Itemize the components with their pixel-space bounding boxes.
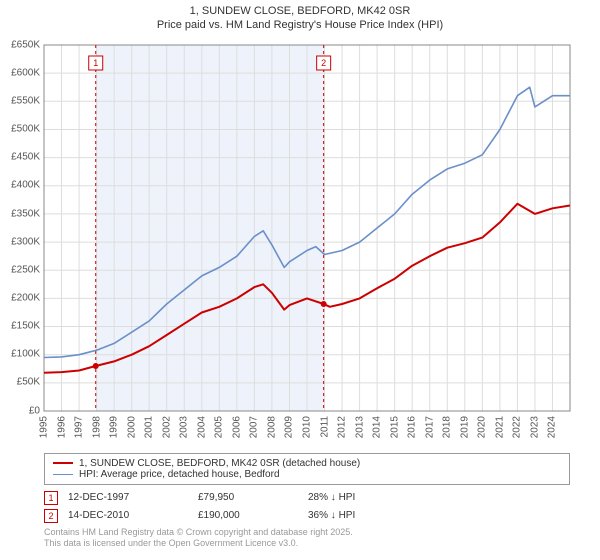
transaction-marker: 2 [44, 509, 58, 523]
transaction-row: 2 14-DEC-2010 £190,000 36% ↓ HPI [44, 509, 570, 523]
x-axis-tick-label: 2002 [161, 416, 172, 438]
x-axis-tick-label: 2016 [407, 416, 418, 438]
x-axis-tick-label: 2010 [302, 416, 313, 438]
transaction-price: £190,000 [198, 510, 298, 521]
svg-text:2: 2 [321, 58, 326, 68]
legend-item: 1, SUNDEW CLOSE, BEDFORD, MK42 0SR (deta… [53, 458, 561, 469]
x-axis-tick-label: 2019 [459, 416, 470, 438]
title-line-1: 1, SUNDEW CLOSE, BEDFORD, MK42 0SR [6, 4, 594, 18]
x-axis-tick-label: 1997 [74, 416, 85, 438]
transaction-price: £79,950 [198, 492, 298, 503]
transactions-table: 1 12-DEC-1997 £79,950 28% ↓ HPI 2 14-DEC-2010… [44, 491, 570, 523]
y-axis-tick-label: £200K [0, 292, 40, 303]
y-axis-tick-label: £600K [0, 67, 40, 78]
chart-area: 12 £0£50K£100K£150K£200K£250K£300K£350K£… [6, 39, 594, 449]
legend-swatch [53, 462, 73, 464]
x-axis-tick-label: 1995 [39, 416, 50, 438]
y-axis-tick-label: £250K [0, 264, 40, 275]
y-axis-tick-label: £650K [0, 39, 40, 50]
footnote: Contains HM Land Registry data © Crown c… [44, 527, 594, 550]
legend-label: HPI: Average price, detached house, Bedf… [79, 469, 280, 480]
x-axis-tick-label: 2005 [214, 416, 225, 438]
x-axis-tick-label: 2011 [319, 416, 330, 438]
x-axis-tick-label: 2022 [512, 416, 523, 438]
footnote-line-1: Contains HM Land Registry data © Crown c… [44, 527, 594, 539]
transaction-date: 14-DEC-2010 [68, 510, 188, 521]
y-axis-tick-label: £400K [0, 180, 40, 191]
x-axis-tick-label: 1998 [91, 416, 102, 438]
x-axis-tick-label: 2020 [477, 416, 488, 438]
svg-text:1: 1 [93, 58, 98, 68]
x-axis-tick-label: 1996 [56, 416, 67, 438]
legend-item: HPI: Average price, detached house, Bedf… [53, 469, 561, 480]
x-axis-tick-label: 2023 [529, 416, 540, 438]
y-axis-tick-label: £350K [0, 208, 40, 219]
y-axis-tick-label: £300K [0, 236, 40, 247]
x-axis-tick-label: 2014 [372, 416, 383, 438]
x-axis-tick-label: 2021 [494, 416, 505, 438]
title-line-2: Price paid vs. HM Land Registry's House … [6, 18, 594, 32]
x-axis-tick-label: 2008 [266, 416, 277, 438]
transaction-date: 12-DEC-1997 [68, 492, 188, 503]
x-axis-tick-label: 2003 [179, 416, 190, 438]
transaction-hpi: 28% ↓ HPI [308, 492, 428, 503]
x-axis-tick-label: 2024 [547, 416, 558, 438]
x-axis-tick-label: 1999 [109, 416, 120, 438]
x-axis-tick-label: 2018 [442, 416, 453, 438]
y-axis-tick-label: £500K [0, 124, 40, 135]
x-axis-tick-label: 2012 [337, 416, 348, 438]
legend-label: 1, SUNDEW CLOSE, BEDFORD, MK42 0SR (deta… [79, 458, 360, 469]
transaction-hpi: 36% ↓ HPI [308, 510, 428, 521]
transaction-marker: 1 [44, 491, 58, 505]
line-chart: 12 [6, 39, 594, 449]
chart-title: 1, SUNDEW CLOSE, BEDFORD, MK42 0SR Price… [6, 4, 594, 33]
y-axis-tick-label: £0 [0, 405, 40, 416]
transaction-row: 1 12-DEC-1997 £79,950 28% ↓ HPI [44, 491, 570, 505]
y-axis-tick-label: £550K [0, 95, 40, 106]
x-axis-tick-label: 2000 [126, 416, 137, 438]
x-axis-tick-label: 2009 [284, 416, 295, 438]
x-axis-tick-label: 2013 [354, 416, 365, 438]
y-axis-tick-label: £150K [0, 321, 40, 332]
y-axis-tick-label: £50K [0, 377, 40, 388]
x-axis-tick-label: 2006 [231, 416, 242, 438]
x-axis-tick-label: 2015 [389, 416, 400, 438]
legend: 1, SUNDEW CLOSE, BEDFORD, MK42 0SR (deta… [44, 453, 570, 485]
legend-swatch [53, 474, 73, 475]
x-axis-tick-label: 2004 [196, 416, 207, 438]
footnote-line-2: This data is licensed under the Open Gov… [44, 538, 594, 550]
y-axis-tick-label: £450K [0, 152, 40, 163]
x-axis-tick-label: 2017 [424, 416, 435, 438]
x-axis-tick-label: 2001 [144, 416, 155, 438]
y-axis-tick-label: £100K [0, 349, 40, 360]
x-axis-tick-label: 2007 [249, 416, 260, 438]
